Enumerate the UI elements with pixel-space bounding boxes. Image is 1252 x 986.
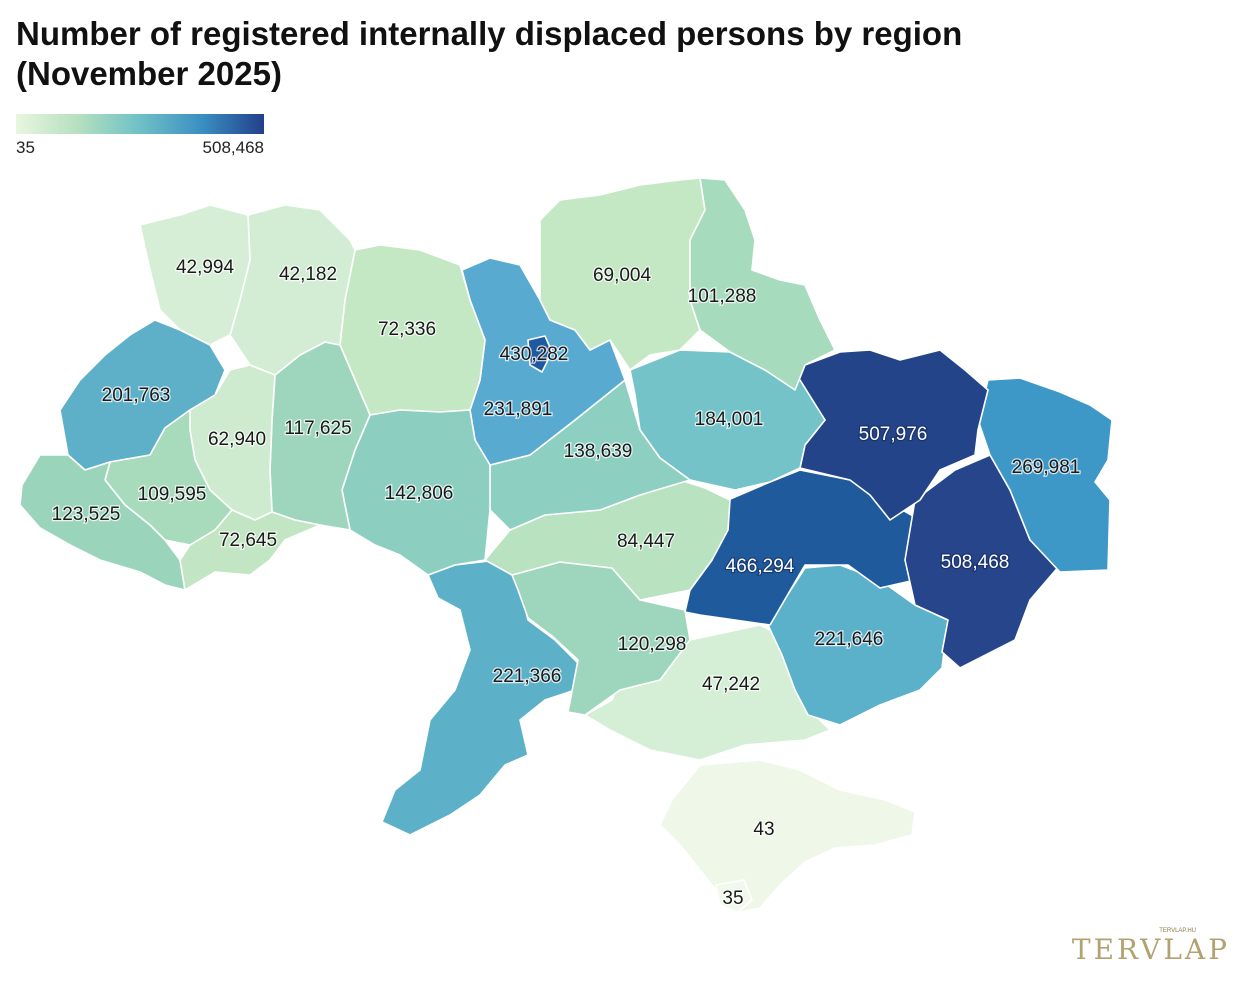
tervlap-logo: TERVLAP	[1071, 933, 1230, 966]
label-kyiv-city: 430,282	[500, 344, 569, 365]
label-ivano-frankivsk: 109,595	[138, 484, 207, 505]
label-lviv: 201,763	[102, 385, 171, 406]
label-chernivtsi: 72,645	[219, 530, 277, 551]
label-odesa: 221,366	[493, 666, 562, 687]
label-sumy: 101,288	[688, 286, 757, 307]
label-chernihiv: 69,004	[593, 265, 652, 286]
label-kharkiv: 507,976	[859, 424, 928, 445]
color-legend: 35 508,468	[16, 114, 264, 160]
label-mykolaiv: 120,298	[618, 634, 687, 655]
legend-labels: 35 508,468	[16, 138, 264, 160]
label-luhansk: 269,981	[1012, 457, 1081, 478]
region-volyn[interactable]	[139, 204, 251, 346]
region-kyiv-city[interactable]	[527, 335, 553, 373]
legend-min-label: 35	[16, 138, 35, 157]
label-dnipropetrovsk: 466,294	[726, 556, 795, 577]
region-kherson[interactable]	[584, 624, 831, 761]
label-crimea: 43	[753, 819, 774, 840]
region-sumy[interactable]	[689, 177, 836, 391]
logo-small-text: TERVLAP.HU	[1159, 928, 1196, 934]
label-zhytomyr: 72,336	[378, 319, 436, 340]
label-kirovohrad: 84,447	[617, 531, 675, 552]
legend-max-label: 508,468	[202, 138, 264, 157]
region-sevastopol[interactable]	[715, 879, 753, 913]
label-volyn: 42,994	[176, 257, 235, 278]
label-cherkasy: 138,639	[564, 441, 633, 462]
label-khmelnytskyi: 117,625	[284, 418, 351, 439]
region-chernivtsi[interactable]	[179, 509, 321, 591]
region-luhansk[interactable]	[977, 377, 1113, 573]
label-rivne: 42,182	[279, 264, 337, 285]
label-zaporizhzhia: 221,646	[815, 629, 884, 650]
label-zakarpattia: 123,525	[52, 504, 121, 525]
legend-gradient-bar	[16, 114, 264, 134]
label-poltava: 184,001	[695, 409, 764, 430]
label-kherson: 47,242	[702, 674, 760, 695]
map-title: Number of registered internally displace…	[16, 15, 963, 92]
label-donetsk: 508,468	[941, 552, 1010, 573]
region-zaporizhzhia[interactable]	[767, 564, 949, 726]
label-ternopil: 62,940	[208, 429, 266, 450]
label-kyiv-oblast: 231,891	[484, 399, 553, 420]
label-sevastopol: 35	[722, 888, 743, 909]
region-crimea[interactable]	[659, 759, 916, 913]
label-vinnytsia: 142,806	[385, 483, 454, 504]
